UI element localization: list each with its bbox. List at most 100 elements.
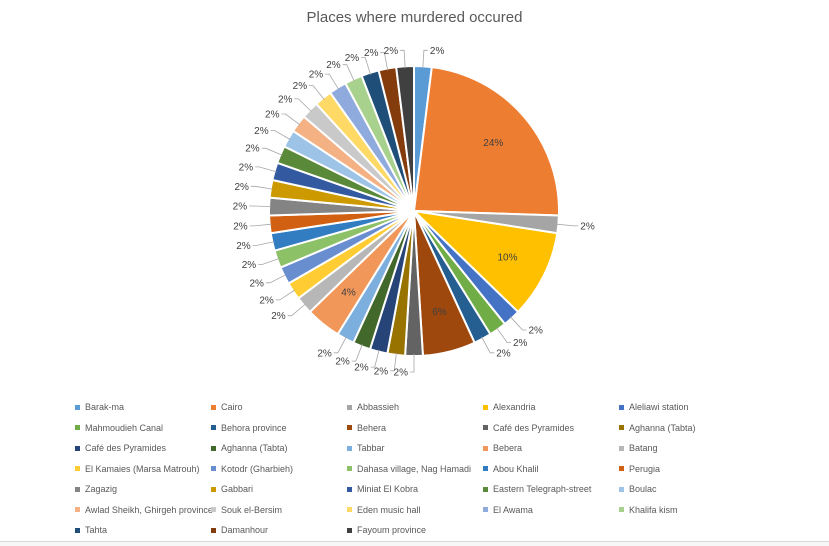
legend-swatch	[483, 445, 488, 451]
leader-line	[275, 289, 296, 301]
legend-swatch	[619, 445, 624, 451]
slice-label: 2%	[278, 94, 293, 105]
legend-label: Aghanna (Tabta)	[629, 422, 696, 433]
leader-line	[510, 316, 527, 331]
pie-slices	[268, 64, 560, 357]
legend-swatch	[347, 527, 352, 533]
slice-label: 2%	[234, 182, 249, 193]
slice-label: 2%	[242, 260, 257, 271]
slice-label: 6%	[432, 307, 447, 318]
legend-label: Awlad Sheikh, Ghirgeh province	[85, 504, 213, 515]
legend-swatch	[211, 404, 216, 410]
legend-item: Mahmoudieh Canal	[75, 418, 211, 439]
slice-label: 2%	[580, 221, 595, 232]
legend-item: Perugia	[619, 459, 755, 480]
legend-label: Cairo	[221, 402, 243, 413]
leader-line	[422, 49, 428, 69]
legend-label: Zagazig	[85, 484, 118, 495]
slice-label: 2%	[271, 311, 286, 322]
leader-line	[481, 336, 495, 354]
legend-label: Café des Pyramides	[493, 422, 575, 433]
leader-line	[261, 147, 283, 156]
slice-label: 2%	[335, 357, 350, 368]
legend-item: Khalifa kism	[619, 500, 755, 521]
slice-label: 2%	[394, 368, 409, 379]
legend-label: Khalifa kism	[629, 504, 678, 515]
legend-swatch	[347, 486, 352, 492]
legend-item: Tabbar	[347, 438, 483, 459]
legend-swatch	[619, 486, 624, 492]
leader-line	[390, 352, 397, 372]
legend-label: Gabbari	[221, 484, 254, 495]
pie-slice	[412, 65, 560, 217]
legend-label: Souk el-Bersim	[221, 504, 283, 515]
legend-item: Kotodr (Gharbieh)	[211, 459, 347, 480]
legend-item: Aghanna (Tabta)	[619, 418, 755, 439]
leader-line	[255, 166, 277, 173]
leader-line	[270, 130, 291, 140]
leader-line	[309, 85, 325, 100]
legend-swatch	[483, 507, 488, 513]
slice-label: 10%	[497, 253, 517, 264]
legend-label: Damanhour	[221, 525, 269, 536]
slice-label: 2%	[354, 363, 369, 374]
legend-swatch	[347, 445, 352, 451]
slice-label: 2%	[309, 70, 324, 81]
leader-line	[294, 98, 312, 112]
leader-line	[258, 258, 280, 265]
legend-item: Bebera	[483, 438, 619, 459]
legend-item: El Kamaies (Marsa Matrouh)	[75, 459, 211, 480]
legend-item: Souk el-Bersim	[211, 500, 347, 521]
legend-swatch	[619, 404, 624, 410]
leader-line	[250, 185, 273, 190]
legend-swatch	[211, 425, 216, 431]
legend-label: Tabbar	[357, 443, 385, 454]
leader-line	[351, 344, 363, 362]
leader-line	[361, 57, 371, 75]
legend-swatch	[619, 425, 624, 431]
leader-line	[400, 49, 406, 69]
legend-label: El Awama	[493, 504, 533, 515]
leader-line	[370, 349, 380, 368]
slice-labels: 2%24%2%10%2%2%2%6%2%2%2%2%2%4%2%2%2%2%2%…	[233, 46, 595, 379]
legend-item: Zagazig	[75, 479, 211, 500]
legend-item: Tahta	[75, 520, 211, 541]
slice-label: 2%	[326, 60, 341, 71]
legend-swatch	[75, 466, 80, 472]
pie-slice	[411, 209, 559, 314]
legend-label: Batang	[629, 443, 658, 454]
leader-line	[265, 274, 287, 284]
leader-line	[496, 327, 511, 343]
slice-label: 2%	[265, 110, 280, 121]
legend: Barak-ma Cairo Abbassieh Alexandria Aleliawi…	[75, 397, 829, 541]
legend-swatch	[483, 404, 488, 410]
legend-item: Cairo	[211, 397, 347, 418]
legend-item: Behora province	[211, 418, 347, 439]
leader-line	[281, 113, 301, 126]
leader-line	[249, 223, 272, 227]
slice-label: 2%	[374, 366, 389, 377]
legend-swatch	[75, 425, 80, 431]
legend-swatch	[75, 486, 80, 492]
slice-label: 2%	[245, 144, 260, 155]
legend-item: Awlad Sheikh, Ghirgeh province	[75, 500, 213, 521]
slice-label: 2%	[529, 326, 544, 337]
legend-swatch	[347, 404, 352, 410]
leader-lines	[249, 49, 579, 373]
leader-line	[325, 73, 340, 90]
pie-chart: 2%24%2%10%2%2%2%6%2%2%2%2%2%4%2%2%2%2%2%…	[233, 46, 595, 379]
legend-label: Mahmoudieh Canal	[85, 422, 164, 433]
legend-item: Miniat El Kobra	[347, 479, 483, 500]
legend-label: Abou Khalil	[493, 463, 539, 474]
legend-swatch	[211, 527, 216, 533]
legend-label: Aghanna (Tabta)	[221, 443, 288, 454]
legend-label: Bebera	[493, 443, 523, 454]
legend-item: Eastern Telegraph-street	[483, 479, 619, 500]
leader-line	[249, 205, 272, 207]
legend-label: Kotodr (Gharbieh)	[221, 463, 294, 474]
legend-item: Abbassieh	[347, 397, 483, 418]
legend-item: Eden music hall	[347, 500, 483, 521]
slice-label: 2%	[249, 278, 264, 289]
leader-line	[410, 354, 415, 373]
legend-item: Gabbari	[211, 479, 347, 500]
